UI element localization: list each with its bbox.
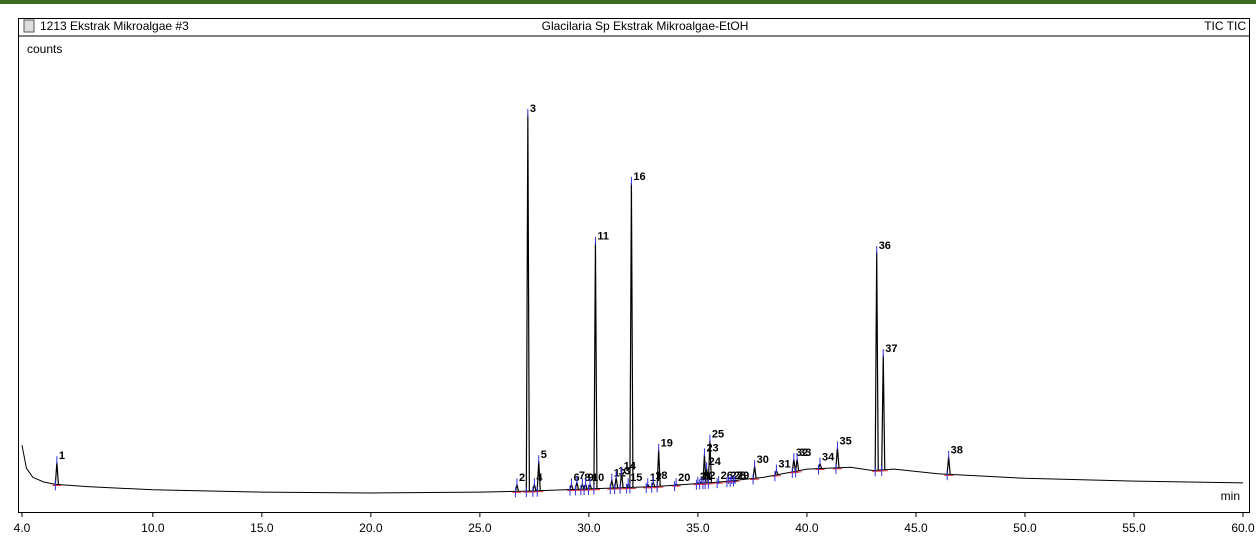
x-tick-label: 40.0: [795, 521, 819, 535]
x-tick-label: 30.0: [577, 521, 601, 535]
peak: [881, 355, 886, 470]
peak-label: 31: [778, 458, 790, 470]
peak-label: 25: [712, 429, 724, 441]
x-tick-label: 55.0: [1122, 521, 1146, 535]
peak-label: 37: [885, 343, 897, 355]
x-tick-label: 4.0: [14, 521, 31, 535]
x-tick-label: 60.0: [1231, 521, 1255, 535]
peak-label: 24: [709, 456, 722, 468]
chart-title: Glacilaria Sp Ekstrak Mikroalgae-EtOH: [542, 19, 749, 33]
peak-label: 30: [757, 454, 769, 466]
peak-label: 9: [588, 472, 594, 484]
top-band: [0, 0, 1256, 4]
peak-label: 38: [951, 445, 963, 457]
peak-label: 33: [799, 447, 811, 459]
x-tick-label: 45.0: [904, 521, 928, 535]
peak-label: 23: [706, 442, 718, 454]
x-axis-label: min: [1221, 489, 1240, 503]
peak-label: 7: [579, 470, 585, 482]
x-tick-label: 50.0: [1013, 521, 1037, 535]
peak-label: 2: [519, 472, 525, 484]
peak-label: 16: [633, 171, 645, 183]
plot-frame: [18, 18, 1250, 513]
peak-label: 11: [597, 231, 609, 243]
peak-label: 35: [839, 435, 851, 447]
peak: [874, 251, 879, 471]
x-tick-label: 10.0: [141, 521, 165, 535]
y-axis-label: counts: [27, 42, 62, 56]
peak-label: 34: [822, 452, 835, 464]
peak: [525, 114, 530, 492]
peak-label: 19: [661, 438, 673, 450]
x-tick-label: 35.0: [686, 521, 710, 535]
peak-label: 29: [737, 470, 749, 482]
peak-label: 28: [734, 470, 746, 482]
peak-label: 10: [592, 472, 604, 484]
peak: [629, 182, 634, 488]
peak-label: 3: [530, 103, 536, 115]
x-tick-label: 25.0: [468, 521, 492, 535]
trace-name: TIC TIC: [1204, 19, 1246, 33]
peak-label: 15: [630, 472, 642, 484]
x-tick-label: 15.0: [250, 521, 274, 535]
x-tick-label: 20.0: [359, 521, 383, 535]
baseline-segment: [792, 471, 802, 473]
baseline-segment: [771, 475, 781, 477]
peak-label: 32: [796, 447, 808, 459]
peak-label: 5: [541, 449, 547, 461]
peak-label: 20: [678, 472, 690, 484]
doc-icon: [23, 19, 35, 33]
peak-label: 36: [879, 240, 891, 252]
peak: [593, 242, 598, 489]
sample-name: 1213 Ekstrak Mikroalgae #3: [40, 19, 189, 33]
peak-label: 8: [584, 472, 590, 484]
peak-label: 1: [59, 450, 65, 462]
peak-label: 12: [614, 468, 626, 480]
